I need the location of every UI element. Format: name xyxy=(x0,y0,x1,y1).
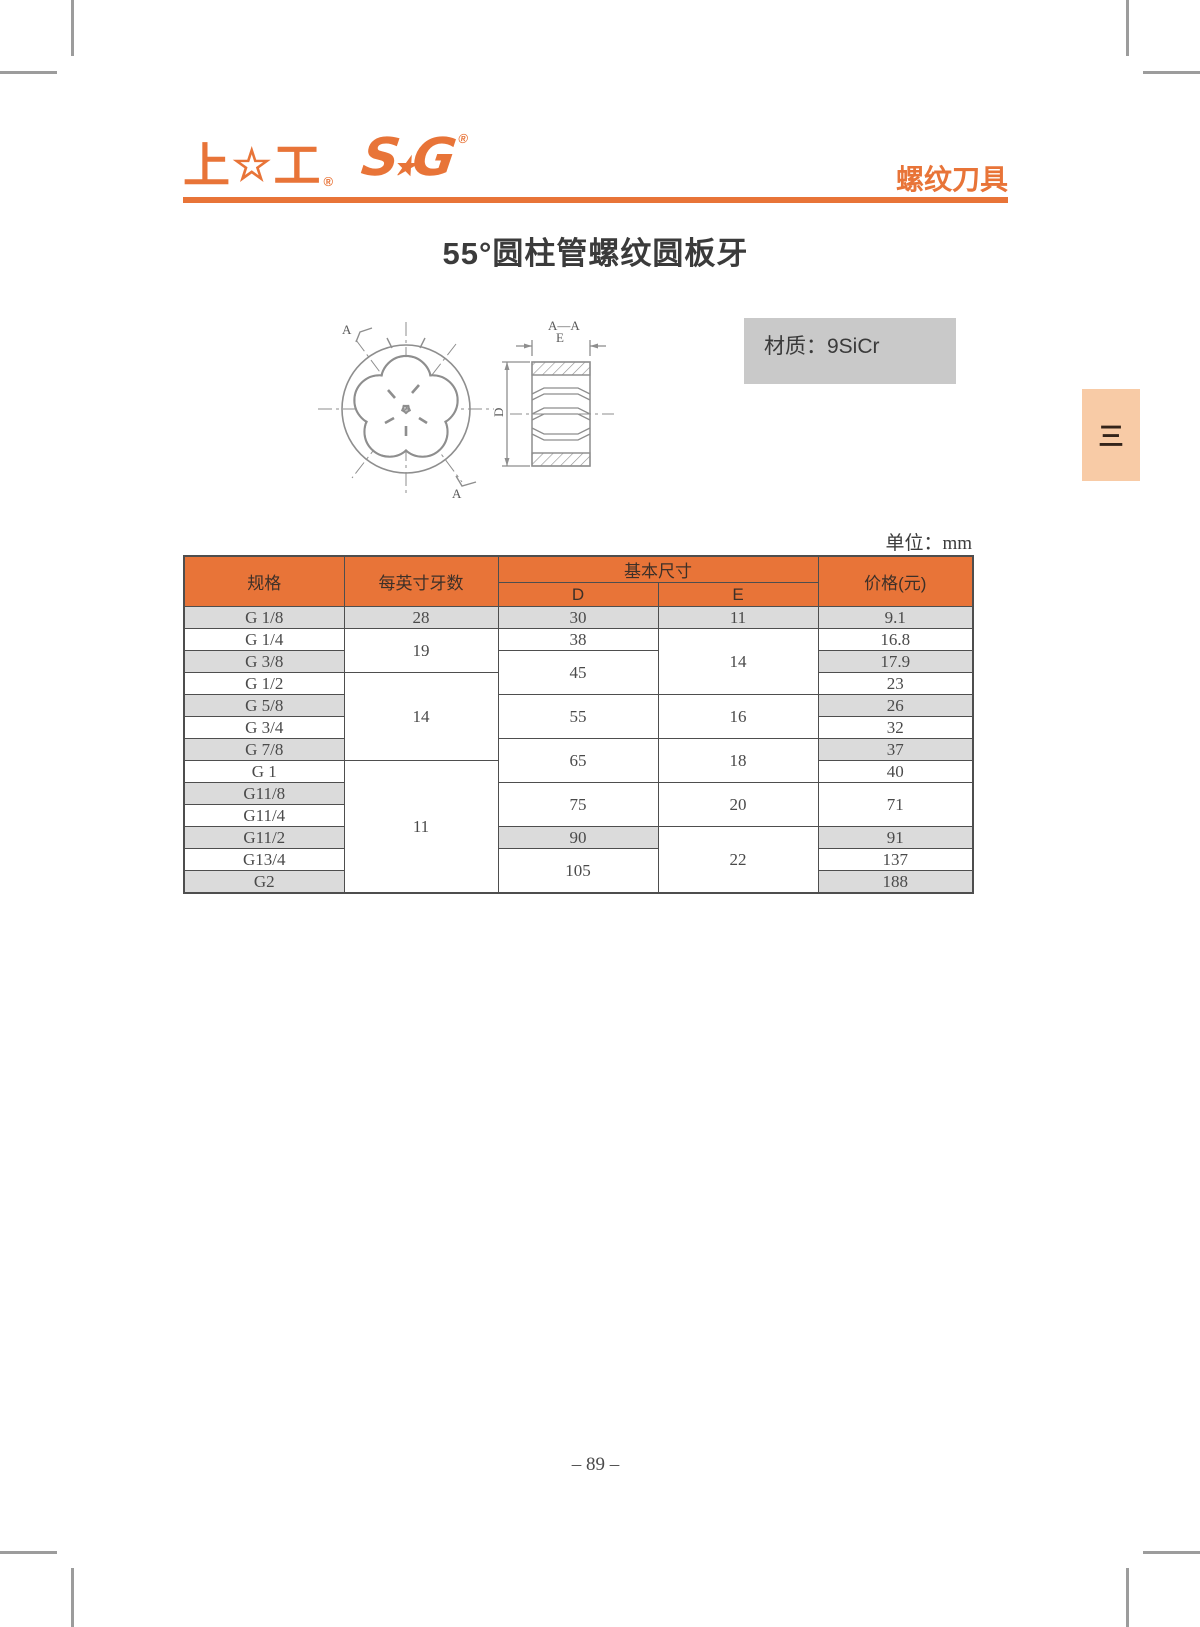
dim-d-cell: 45 xyxy=(497,650,659,695)
header-basic-dim: 基本尺寸 xyxy=(497,555,819,583)
table-row: G2 188 xyxy=(183,870,974,894)
category-label: 螺纹刀具 xyxy=(895,164,1008,195)
tpi-cell: 28 xyxy=(343,606,499,629)
crop-mark-top-right-v xyxy=(1126,0,1129,56)
dim-d-cell: 90 xyxy=(497,826,659,849)
table-row: G 1/4 19 38 14 16.8 xyxy=(183,628,974,695)
spec-cell: G 3/8 xyxy=(183,650,345,673)
spec-cell: G11/4 xyxy=(183,804,345,827)
dim-e-label: E xyxy=(556,330,564,345)
dim-d-cell: 75 xyxy=(497,782,659,827)
price-cell: 23 xyxy=(817,672,974,695)
page-number: – 89 – xyxy=(571,1454,620,1475)
spec-cell: G 3/4 xyxy=(183,716,345,739)
table-row: G 1/2 14 23 xyxy=(183,672,974,761)
crop-mark-top-right-h xyxy=(1143,71,1200,74)
crop-mark-top-left-h xyxy=(0,71,57,74)
section-label-a-bottom: A xyxy=(452,486,462,501)
spec-cell: G13/4 xyxy=(183,848,345,871)
crop-mark-bottom-right-v xyxy=(1126,1568,1129,1627)
spec-table-body: G 1/8 28 30 11 9.1 G 1/4 19 38 14 16.8 G 3/8 45 17.9… xyxy=(183,606,974,894)
registered-mark-icon: ® xyxy=(457,131,468,146)
spec-cell: G 1/4 xyxy=(183,628,345,651)
spec-cell: G 1 xyxy=(183,760,345,783)
crop-mark-bottom-left-h xyxy=(0,1551,57,1554)
spec-cell: G2 xyxy=(183,870,345,894)
header-dim-d: D xyxy=(497,582,659,607)
dim-d-cell: 30 xyxy=(497,606,659,629)
table-row: G13/4 105 137 xyxy=(183,848,974,894)
price-cell: 32 xyxy=(817,716,974,739)
tpi-cell: 14 xyxy=(343,672,499,761)
table-row: G 3/8 45 17.9 xyxy=(183,650,974,695)
table-row: G 7/8 65 18 37 xyxy=(183,738,974,783)
tpi-cell: 11 xyxy=(343,760,499,894)
table-row: G 3/4 32 xyxy=(183,716,974,739)
dim-d-label: D xyxy=(492,408,506,417)
section-label-a-top: A xyxy=(342,322,352,337)
dim-d-cell: 105 xyxy=(497,848,659,894)
table-row: G11/2 90 22 91 xyxy=(183,826,974,894)
price-cell: 9.1 xyxy=(817,606,974,629)
crop-mark-bottom-right-h xyxy=(1143,1551,1200,1554)
crop-mark-bottom-left-v xyxy=(71,1568,74,1627)
unit-note: 单位：mm xyxy=(885,533,972,554)
dim-e-cell: 14 xyxy=(657,628,819,695)
material-box: 材质：9SiCr xyxy=(744,318,956,384)
crop-mark-top-left-v xyxy=(71,0,74,56)
header-price: 价格(元) xyxy=(817,555,974,607)
spec-table: 规格 每英寸牙数 基本尺寸 价格(元) D E G 1/8 28 30 11 9.1 G … xyxy=(183,555,974,894)
spec-table-header: 规格 每英寸牙数 基本尺寸 价格(元) D E xyxy=(183,555,974,607)
header-rule xyxy=(183,197,1008,203)
spec-cell: G 1/8 xyxy=(183,606,345,629)
price-cell: 137 xyxy=(817,848,974,871)
star-outline-icon: ☆ xyxy=(232,141,272,190)
spec-cell: G 5/8 xyxy=(183,694,345,717)
side-index-tab: 三 xyxy=(1082,389,1140,481)
spec-cell: G11/8 xyxy=(183,782,345,805)
dim-d-cell: 65 xyxy=(497,738,659,783)
page-title: 55°圆柱管螺纹圆板牙 xyxy=(442,236,749,271)
dim-e-cell: 16 xyxy=(657,694,819,739)
header-dim-e: E xyxy=(657,582,819,607)
tpi-cell: 19 xyxy=(343,628,499,673)
die-section-view: A—A E D xyxy=(492,318,614,467)
brand-logos: 上 ☆ 工 ® S ★ G ® xyxy=(183,128,467,198)
die-front-view: A A xyxy=(318,322,494,501)
dim-d-cell: 55 xyxy=(497,694,659,739)
section-title-label: A—A xyxy=(548,318,580,333)
price-cell: 26 xyxy=(817,694,974,717)
registered-mark-icon: ® xyxy=(323,174,334,189)
shanggong-logo: 上 ☆ 工 ® xyxy=(183,140,333,192)
logo-char-shang: 上 xyxy=(183,139,230,192)
price-cell: 17.9 xyxy=(817,650,974,673)
spec-cell: G11/2 xyxy=(183,826,345,849)
header-spec: 规格 xyxy=(183,555,345,607)
price-cell: 188 xyxy=(817,870,974,894)
dim-e-cell: 20 xyxy=(657,782,819,827)
dim-e-cell: 22 xyxy=(657,826,819,894)
table-row: G 1/8 28 30 11 9.1 xyxy=(183,606,974,629)
table-row: G 5/8 55 16 26 xyxy=(183,694,974,739)
header-tpi: 每英寸牙数 xyxy=(343,555,499,607)
dim-e-cell: 18 xyxy=(657,738,819,783)
table-row: G11/4 xyxy=(183,804,973,827)
price-cell: 91 xyxy=(817,826,974,849)
price-cell: 16.8 xyxy=(817,628,974,651)
price-cell: 71 xyxy=(817,782,974,827)
table-row: G 1 11 40 xyxy=(183,760,974,894)
table-row: G11/8 75 20 71 xyxy=(183,782,974,827)
price-cell: 37 xyxy=(817,738,974,761)
logo-char-gong: 工 xyxy=(273,139,321,192)
spec-cell: G 1/2 xyxy=(183,672,345,695)
spec-cell: G 7/8 xyxy=(183,738,345,761)
dim-e-cell: 11 xyxy=(657,606,819,629)
price-cell: 40 xyxy=(817,760,974,783)
dim-d-cell: 38 xyxy=(497,628,659,651)
